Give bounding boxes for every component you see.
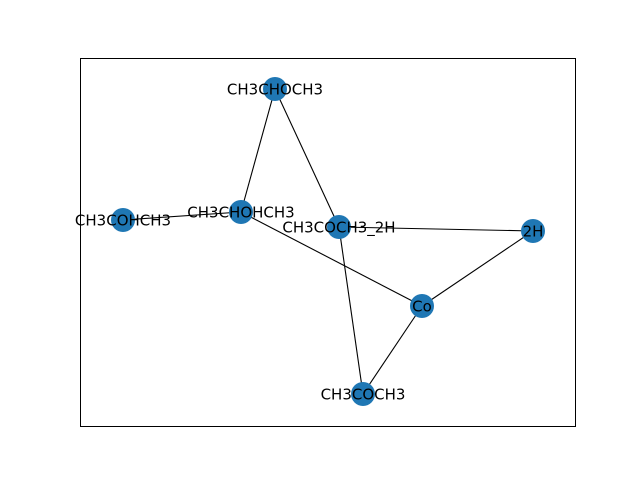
edge-2h-co bbox=[421, 230, 534, 307]
node-label-ch3chohch3: CH3CHOHCH3 bbox=[187, 204, 294, 222]
nodes-layer bbox=[111, 77, 545, 406]
node-label-ch3coch3: CH3COCH3 bbox=[321, 386, 406, 404]
edge-co-ch3coch3 bbox=[362, 305, 423, 395]
node-co bbox=[410, 294, 434, 318]
node-label-ch3coch3-2h: CH3COCH3_2H bbox=[282, 219, 395, 238]
node-label-co: Co bbox=[412, 298, 432, 316]
node-label-ch3cohch3: CH3COHCH3 bbox=[75, 212, 171, 230]
node-ch3choch3 bbox=[263, 77, 287, 101]
edge-ch3chohch3-co bbox=[240, 211, 423, 307]
node-label-ch3choch3: CH3CHOCH3 bbox=[227, 81, 323, 99]
node-ch3coch3-2h bbox=[327, 215, 351, 239]
node-2h bbox=[521, 219, 545, 243]
edge-ch3coch3-2h-ch3coch3 bbox=[338, 226, 364, 395]
edge-ch3choch3-ch3coch3-2h bbox=[274, 88, 340, 228]
node-ch3cohch3 bbox=[111, 208, 135, 232]
edge-ch3cohch3-ch3chohch3 bbox=[122, 211, 242, 221]
node-ch3chohch3 bbox=[229, 200, 253, 224]
plot-frame bbox=[80, 58, 576, 427]
edge-ch3coch3-2h-2h bbox=[338, 226, 534, 232]
node-label-2h: 2H bbox=[523, 223, 544, 241]
edges-layer bbox=[122, 88, 534, 395]
edge-ch3choch3-ch3chohch3 bbox=[240, 88, 276, 213]
node-ch3coch3 bbox=[351, 382, 375, 406]
